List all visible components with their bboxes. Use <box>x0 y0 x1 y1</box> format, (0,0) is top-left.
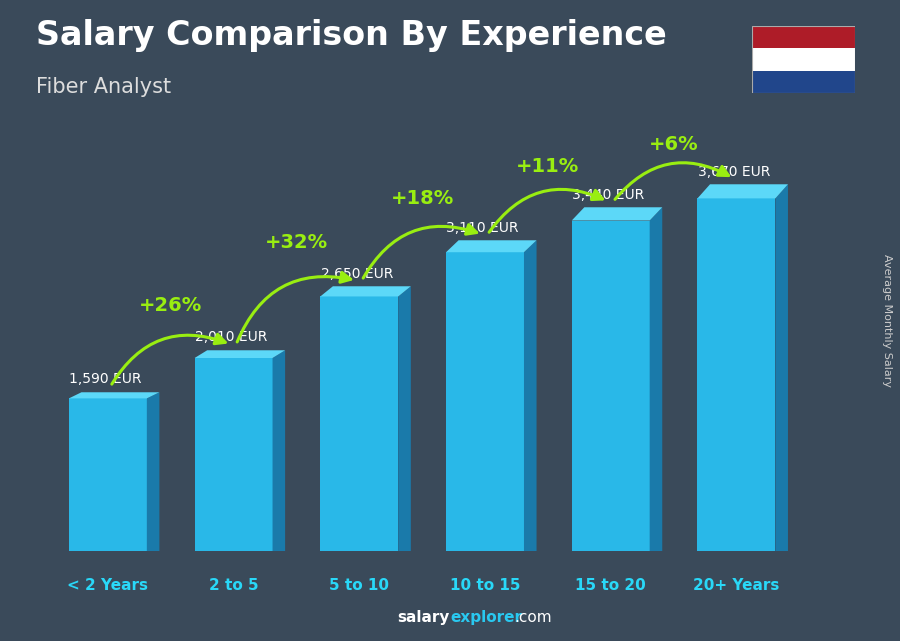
Polygon shape <box>524 240 536 551</box>
Polygon shape <box>698 199 776 551</box>
Polygon shape <box>698 184 788 199</box>
Text: +26%: +26% <box>140 296 202 315</box>
Polygon shape <box>446 240 536 252</box>
Bar <box>752 26 855 48</box>
Polygon shape <box>147 392 159 551</box>
Bar <box>752 71 855 93</box>
Text: 2,650 EUR: 2,650 EUR <box>320 267 393 281</box>
Polygon shape <box>69 398 147 551</box>
Polygon shape <box>776 184 788 551</box>
Polygon shape <box>399 287 410 551</box>
Polygon shape <box>320 296 399 551</box>
Bar <box>752 48 855 71</box>
Text: 3,110 EUR: 3,110 EUR <box>446 221 518 235</box>
Text: +6%: +6% <box>649 135 698 154</box>
Text: salary: salary <box>398 610 450 625</box>
Text: .com: .com <box>515 610 553 625</box>
Polygon shape <box>194 358 273 551</box>
Text: Average Monthly Salary: Average Monthly Salary <box>881 254 892 387</box>
Polygon shape <box>446 252 524 551</box>
Polygon shape <box>194 350 285 358</box>
Polygon shape <box>650 207 662 551</box>
Polygon shape <box>273 350 285 551</box>
Text: 3,670 EUR: 3,670 EUR <box>698 165 770 178</box>
Polygon shape <box>572 207 662 221</box>
Polygon shape <box>572 221 650 551</box>
Polygon shape <box>320 287 410 296</box>
Text: 2,010 EUR: 2,010 EUR <box>195 331 267 344</box>
Text: Salary Comparison By Experience: Salary Comparison By Experience <box>36 19 667 52</box>
Text: 3,440 EUR: 3,440 EUR <box>572 188 644 201</box>
Text: explorer: explorer <box>450 610 522 625</box>
Text: 1,590 EUR: 1,590 EUR <box>69 372 141 387</box>
Polygon shape <box>69 392 159 398</box>
Text: 5 to 10: 5 to 10 <box>329 578 390 593</box>
Text: 15 to 20: 15 to 20 <box>575 578 646 593</box>
Text: 2 to 5: 2 to 5 <box>209 578 258 593</box>
Text: +11%: +11% <box>517 157 580 176</box>
Text: 10 to 15: 10 to 15 <box>450 578 520 593</box>
Text: Fiber Analyst: Fiber Analyst <box>36 77 171 97</box>
Text: +32%: +32% <box>265 233 328 252</box>
Text: 20+ Years: 20+ Years <box>693 578 779 593</box>
Text: +18%: +18% <box>391 188 454 208</box>
Text: < 2 Years: < 2 Years <box>68 578 148 593</box>
